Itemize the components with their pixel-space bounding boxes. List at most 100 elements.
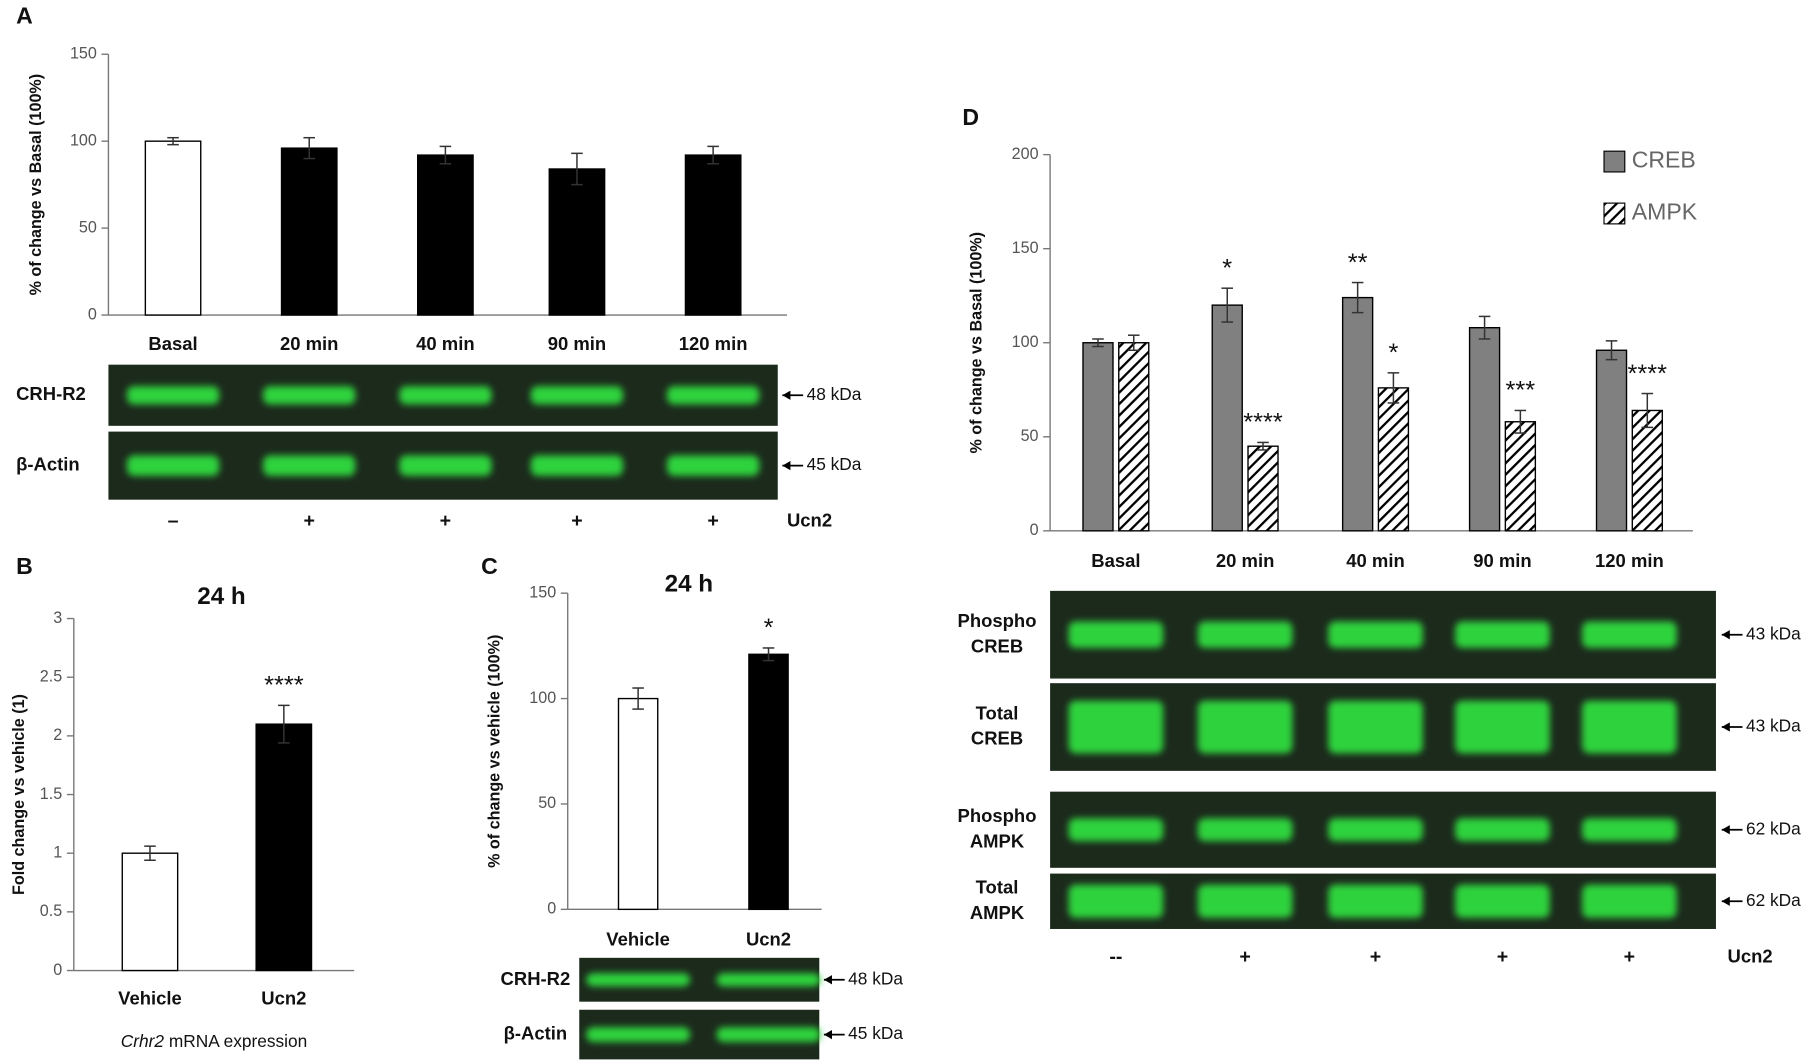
blot-row-label-line: CREB bbox=[971, 728, 1023, 749]
y-tick-label: 2.5 bbox=[40, 667, 62, 685]
blot-band bbox=[1068, 621, 1164, 648]
error-bar bbox=[632, 687, 644, 710]
error-bar bbox=[1092, 338, 1104, 348]
blot-band bbox=[1197, 700, 1293, 754]
blot-row-label: CRH-R2 bbox=[501, 968, 571, 989]
blot-row-label: CRH-R2 bbox=[16, 383, 86, 404]
blot-row-label-line: β-Actin bbox=[16, 454, 80, 475]
treatment-sign: + bbox=[1239, 946, 1250, 968]
y-tick-label: 100 bbox=[529, 689, 556, 707]
significance-label: **** bbox=[1628, 360, 1668, 388]
x-axis-label: Crhr2 mRNA expression bbox=[121, 1031, 308, 1051]
blot-band bbox=[1068, 818, 1164, 842]
blot-marker: 62 kDa bbox=[1746, 818, 1801, 838]
blot-band bbox=[399, 455, 492, 476]
treatment-sign: + bbox=[571, 510, 582, 532]
legend-swatch bbox=[1603, 150, 1626, 173]
marker-arrow-head bbox=[782, 461, 791, 471]
blot-row-label: β-Actin bbox=[16, 454, 80, 475]
blot-row-label: β-Actin bbox=[504, 1022, 568, 1043]
treatment-sign: + bbox=[303, 510, 314, 532]
y-tick-label: 0 bbox=[547, 900, 556, 918]
blot-band bbox=[1328, 818, 1423, 842]
blot-band bbox=[1455, 884, 1550, 918]
bar bbox=[1341, 296, 1374, 532]
y-tick-label: 0 bbox=[88, 305, 97, 323]
chart-title: 24 h bbox=[665, 570, 713, 597]
blot-row-label-line: CREB bbox=[971, 635, 1023, 656]
blot-marker: 43 kDa bbox=[1746, 716, 1801, 736]
y-tick-label: 150 bbox=[529, 583, 556, 601]
blot-band bbox=[716, 973, 821, 987]
blot-band bbox=[1197, 884, 1293, 918]
error-bar bbox=[1387, 372, 1400, 404]
blot-band bbox=[666, 455, 760, 476]
x-axis-label-part: Crhr2 bbox=[121, 1031, 165, 1051]
x-tick-label: Basal bbox=[1091, 550, 1140, 571]
y-axis-label: % of change vs Basal (100%) bbox=[968, 232, 986, 454]
x-tick-label: 120 min bbox=[1595, 550, 1664, 571]
bar bbox=[1118, 342, 1150, 532]
bar bbox=[1595, 349, 1628, 532]
bar bbox=[1082, 342, 1114, 532]
significance-label: * bbox=[1388, 339, 1398, 367]
error-bar bbox=[1127, 334, 1140, 352]
treatment-sign: -- bbox=[1109, 946, 1122, 968]
blot-marker: 62 kDa bbox=[1746, 890, 1801, 910]
y-axis-label: % of change vs Basal (100%) bbox=[27, 74, 45, 296]
blot-band bbox=[399, 386, 492, 405]
bar bbox=[548, 168, 606, 316]
bar bbox=[121, 852, 179, 972]
blot-band bbox=[666, 386, 760, 405]
blot-band bbox=[1068, 700, 1164, 754]
panel-letter: C bbox=[481, 553, 498, 579]
y-axis-label: Fold change vs vehicle (1) bbox=[10, 694, 28, 895]
bar bbox=[617, 697, 659, 911]
treatment-sign: + bbox=[1497, 946, 1508, 968]
x-tick-label: Vehicle bbox=[118, 987, 182, 1008]
blot-band bbox=[1328, 884, 1423, 918]
blot-band bbox=[716, 1027, 821, 1043]
error-bar bbox=[1351, 281, 1364, 314]
error-bar bbox=[303, 136, 315, 160]
y-tick-label: 100 bbox=[1012, 333, 1039, 351]
significance-label: * bbox=[1222, 254, 1232, 282]
blot-band bbox=[530, 386, 624, 405]
blot-band bbox=[1582, 818, 1677, 842]
x-tick-label: 90 min bbox=[548, 333, 606, 354]
panel-letter: A bbox=[16, 2, 33, 28]
y-tick-label: 1 bbox=[53, 843, 62, 861]
bar bbox=[684, 154, 742, 316]
blot-marker: 48 kDa bbox=[848, 968, 903, 988]
bar bbox=[280, 147, 338, 316]
blot-band bbox=[586, 1027, 691, 1043]
chart-title: 24 h bbox=[197, 583, 245, 610]
treatment-sign: – bbox=[168, 510, 179, 532]
y-tick-label: 3 bbox=[53, 609, 62, 627]
error-bar bbox=[1514, 409, 1527, 434]
blot-row-label-line: CRH-R2 bbox=[16, 383, 86, 404]
x-tick-label: 90 min bbox=[1473, 550, 1531, 571]
y-tick-label: 2 bbox=[53, 726, 62, 744]
x-tick-label: 120 min bbox=[679, 333, 748, 354]
marker-arrow-head bbox=[1721, 722, 1730, 732]
bar bbox=[1468, 327, 1501, 532]
blot-row-label: Phospho CREB bbox=[958, 610, 1037, 656]
blot-band bbox=[530, 455, 624, 476]
blot-row-label-line: CRH-R2 bbox=[501, 968, 571, 989]
treatment-label: Ucn2 bbox=[787, 509, 832, 530]
blot-band bbox=[1197, 818, 1293, 842]
error-bar bbox=[167, 136, 179, 146]
blot-band bbox=[1455, 700, 1550, 754]
blot-row-label: Total CREB bbox=[971, 702, 1023, 748]
y-tick-label: 50 bbox=[538, 794, 556, 812]
x-tick-label: Ucn2 bbox=[746, 928, 791, 949]
blot-row-label-line: Phospho bbox=[958, 805, 1037, 826]
blot-band bbox=[1582, 884, 1677, 918]
blot-band bbox=[126, 386, 220, 405]
x-tick-label: 20 min bbox=[280, 333, 338, 354]
blot-band bbox=[586, 973, 691, 987]
marker-arrow-head bbox=[782, 390, 791, 400]
treatment-label: Ucn2 bbox=[1728, 946, 1773, 967]
blot-marker: 48 kDa bbox=[807, 384, 862, 404]
